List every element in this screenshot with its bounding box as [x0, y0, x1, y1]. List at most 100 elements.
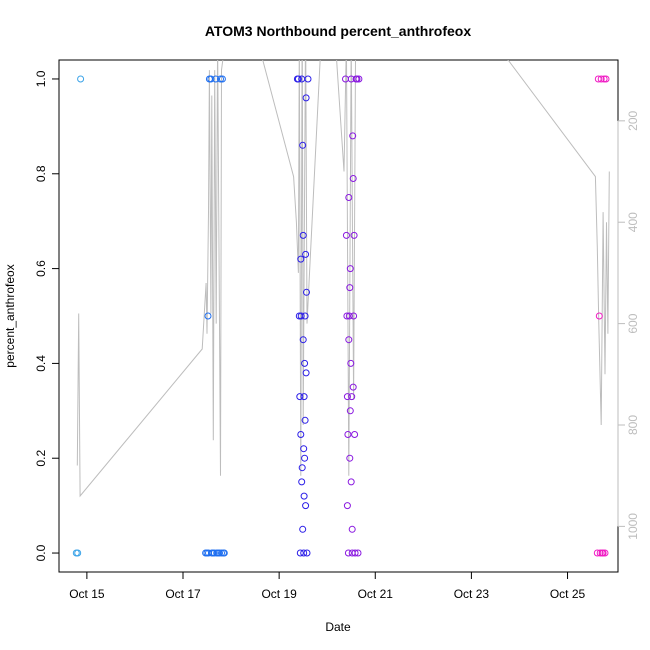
- data-point: [302, 369, 310, 377]
- data-point: [77, 75, 85, 83]
- data-point: [353, 75, 361, 83]
- y-tick-label: 0.4: [34, 355, 48, 372]
- y-tick-label: 0.6: [34, 260, 48, 277]
- y-tick-label: 0.2: [34, 450, 48, 467]
- data-point: [344, 549, 352, 557]
- data-points: [72, 75, 610, 557]
- data-point: [297, 255, 305, 263]
- data-point: [347, 359, 355, 367]
- data-point: [354, 549, 362, 557]
- right-tick-label: 800: [626, 415, 640, 435]
- data-point: [218, 75, 226, 83]
- data-point: [347, 478, 355, 486]
- data-point: [343, 312, 351, 320]
- right-axis: 200 400 600 800 1000: [617, 110, 640, 540]
- data-point: [74, 549, 82, 557]
- data-point: [348, 525, 356, 533]
- data-point: [601, 549, 609, 557]
- data-point: [218, 549, 225, 557]
- data-point: [300, 492, 308, 500]
- data-point: [346, 265, 354, 273]
- data-point: [303, 288, 310, 296]
- data-point: [296, 549, 304, 557]
- data-point: [349, 383, 357, 391]
- data-point: [217, 75, 224, 83]
- right-tick-label: 600: [626, 313, 640, 333]
- data-point: [302, 502, 310, 510]
- plot-area: [58, 59, 619, 573]
- data-point: [599, 549, 607, 557]
- x-tick-label: Oct 15: [69, 587, 105, 601]
- data-point: [304, 75, 312, 83]
- x-axis-label: Date: [325, 620, 351, 634]
- data-point: [349, 175, 357, 182]
- x-tick-label: Oct 23: [454, 587, 490, 601]
- data-point: [297, 431, 305, 438]
- data-point: [212, 75, 220, 83]
- right-tick-label: 200: [626, 110, 640, 130]
- y-axis: 0.0 0.2 0.4 0.6 0.8 1.0: [34, 70, 60, 561]
- data-point: [348, 393, 356, 401]
- data-point: [596, 549, 604, 557]
- data-point: [299, 141, 307, 149]
- data-point: [355, 75, 363, 83]
- altitude-series: [76, 60, 610, 498]
- x-tick-label: Oct 25: [550, 587, 586, 601]
- x-tick-label: Oct 17: [165, 587, 201, 601]
- data-point: [345, 194, 353, 201]
- y-tick-label: 0.8: [34, 165, 48, 182]
- y-axis-label: percent_anthrofeox: [3, 264, 17, 367]
- data-point: [344, 431, 352, 438]
- data-point: [298, 478, 306, 486]
- data-point: [351, 431, 359, 438]
- data-point: [210, 549, 218, 557]
- data-point: [351, 549, 359, 557]
- data-point: [299, 336, 307, 344]
- x-tick-label: Oct 21: [358, 587, 394, 601]
- data-point: [301, 454, 309, 462]
- data-point: [301, 416, 309, 424]
- data-point: [342, 231, 350, 239]
- data-point: [302, 94, 310, 102]
- data-point: [300, 445, 308, 453]
- data-point: [345, 312, 353, 320]
- data-point: [296, 393, 304, 401]
- data-point: [300, 549, 308, 557]
- data-point: [303, 549, 311, 557]
- data-point: [300, 393, 308, 401]
- data-point: [301, 359, 309, 367]
- data-point: [350, 312, 358, 320]
- data-point: [343, 393, 351, 401]
- x-tick-label: Oct 19: [261, 587, 297, 601]
- data-point: [600, 75, 608, 83]
- y-tick-label: 0.0: [34, 544, 48, 561]
- data-point: [216, 549, 223, 557]
- y-tick-label: 1.0: [34, 70, 48, 87]
- chart-title: ATOM3 Northbound percent_anthrofeox: [205, 23, 471, 39]
- data-point: [220, 549, 228, 557]
- right-tick-label: 400: [626, 212, 640, 232]
- data-point: [299, 525, 307, 533]
- data-point: [346, 454, 354, 462]
- right-tick-label: 1000: [626, 513, 640, 540]
- data-point: [343, 502, 351, 510]
- data-point: [349, 132, 357, 140]
- data-point: [595, 312, 603, 320]
- x-axis: Oct 15 Oct 17 Oct 19 Oct 21 Oct 23 Oct 25: [69, 571, 586, 601]
- data-point: [302, 250, 310, 258]
- data-point: [297, 312, 305, 320]
- data-point: [301, 312, 309, 320]
- data-point: [204, 312, 212, 320]
- data-point: [298, 464, 306, 472]
- data-point: [346, 407, 354, 415]
- data-point: [207, 75, 215, 83]
- data-point: [345, 336, 353, 344]
- data-point: [597, 75, 605, 83]
- data-point: [299, 231, 307, 239]
- data-point: [294, 75, 302, 83]
- data-point: [602, 75, 610, 83]
- data-point: [350, 231, 358, 239]
- data-point: [346, 284, 354, 292]
- altitude-line: [76, 60, 610, 498]
